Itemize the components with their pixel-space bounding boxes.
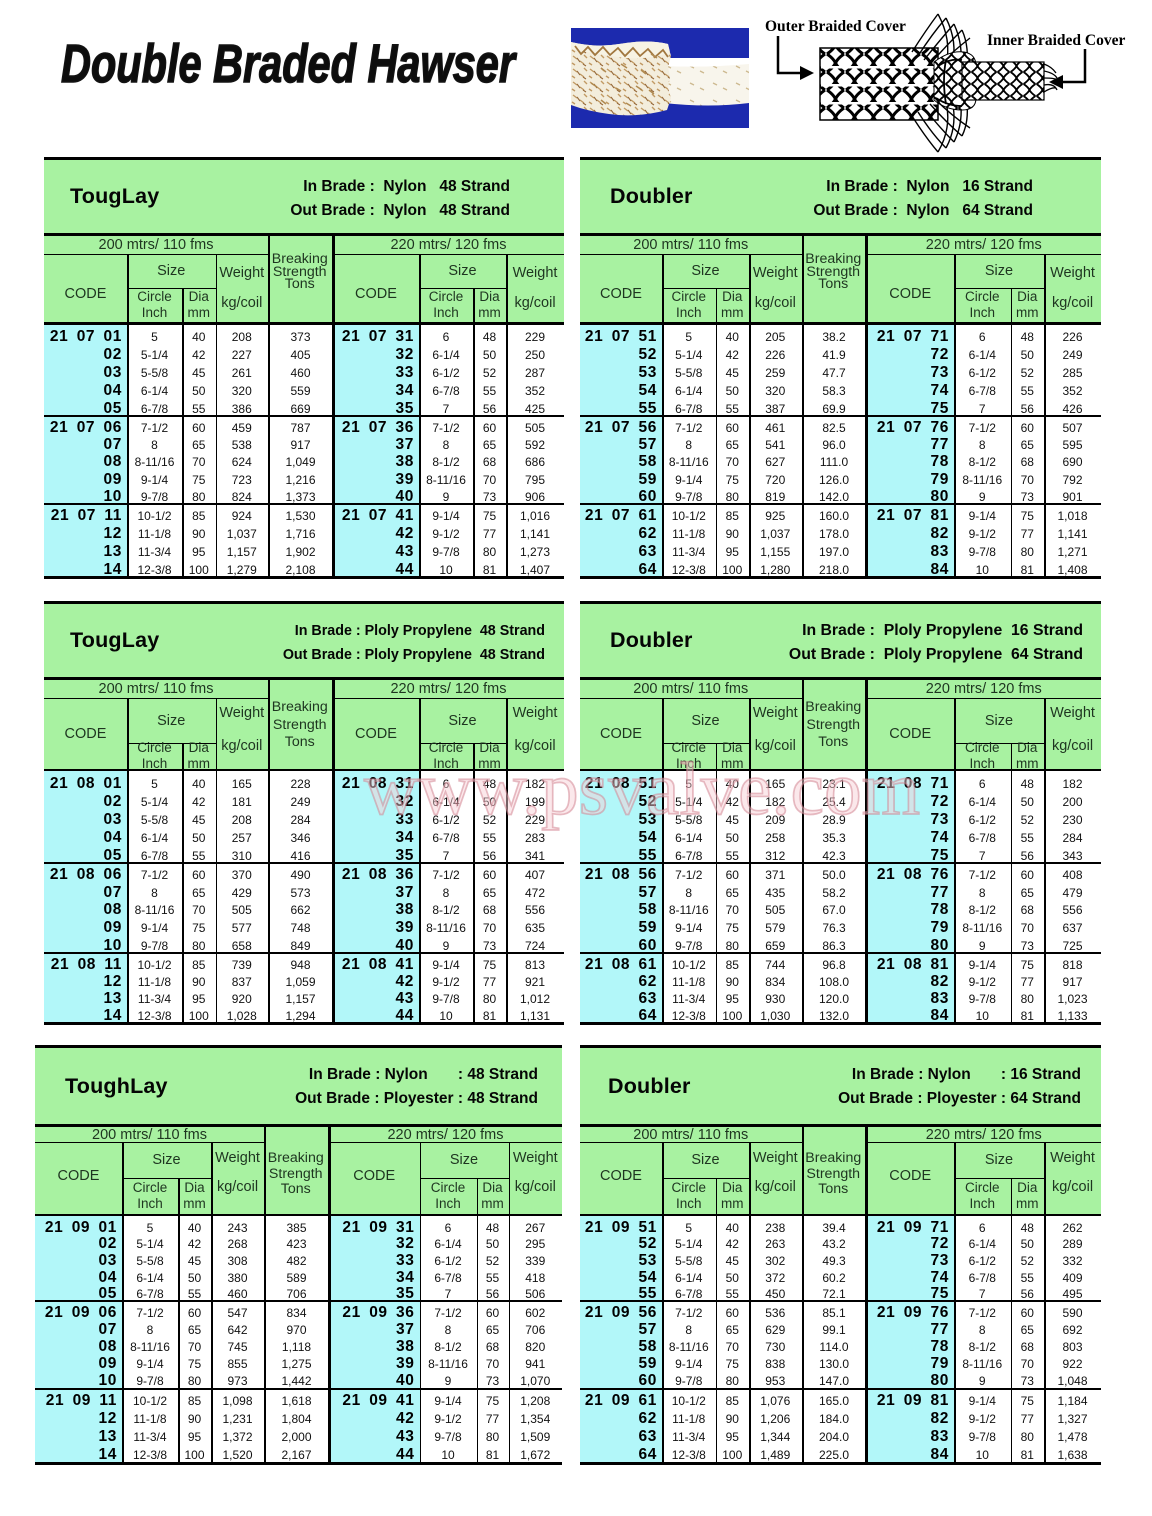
svg-text:Inner Braided Cover: Inner Braided Cover xyxy=(987,32,1125,49)
svg-text:Outer Braided Cover: Outer Braided Cover xyxy=(765,18,906,35)
